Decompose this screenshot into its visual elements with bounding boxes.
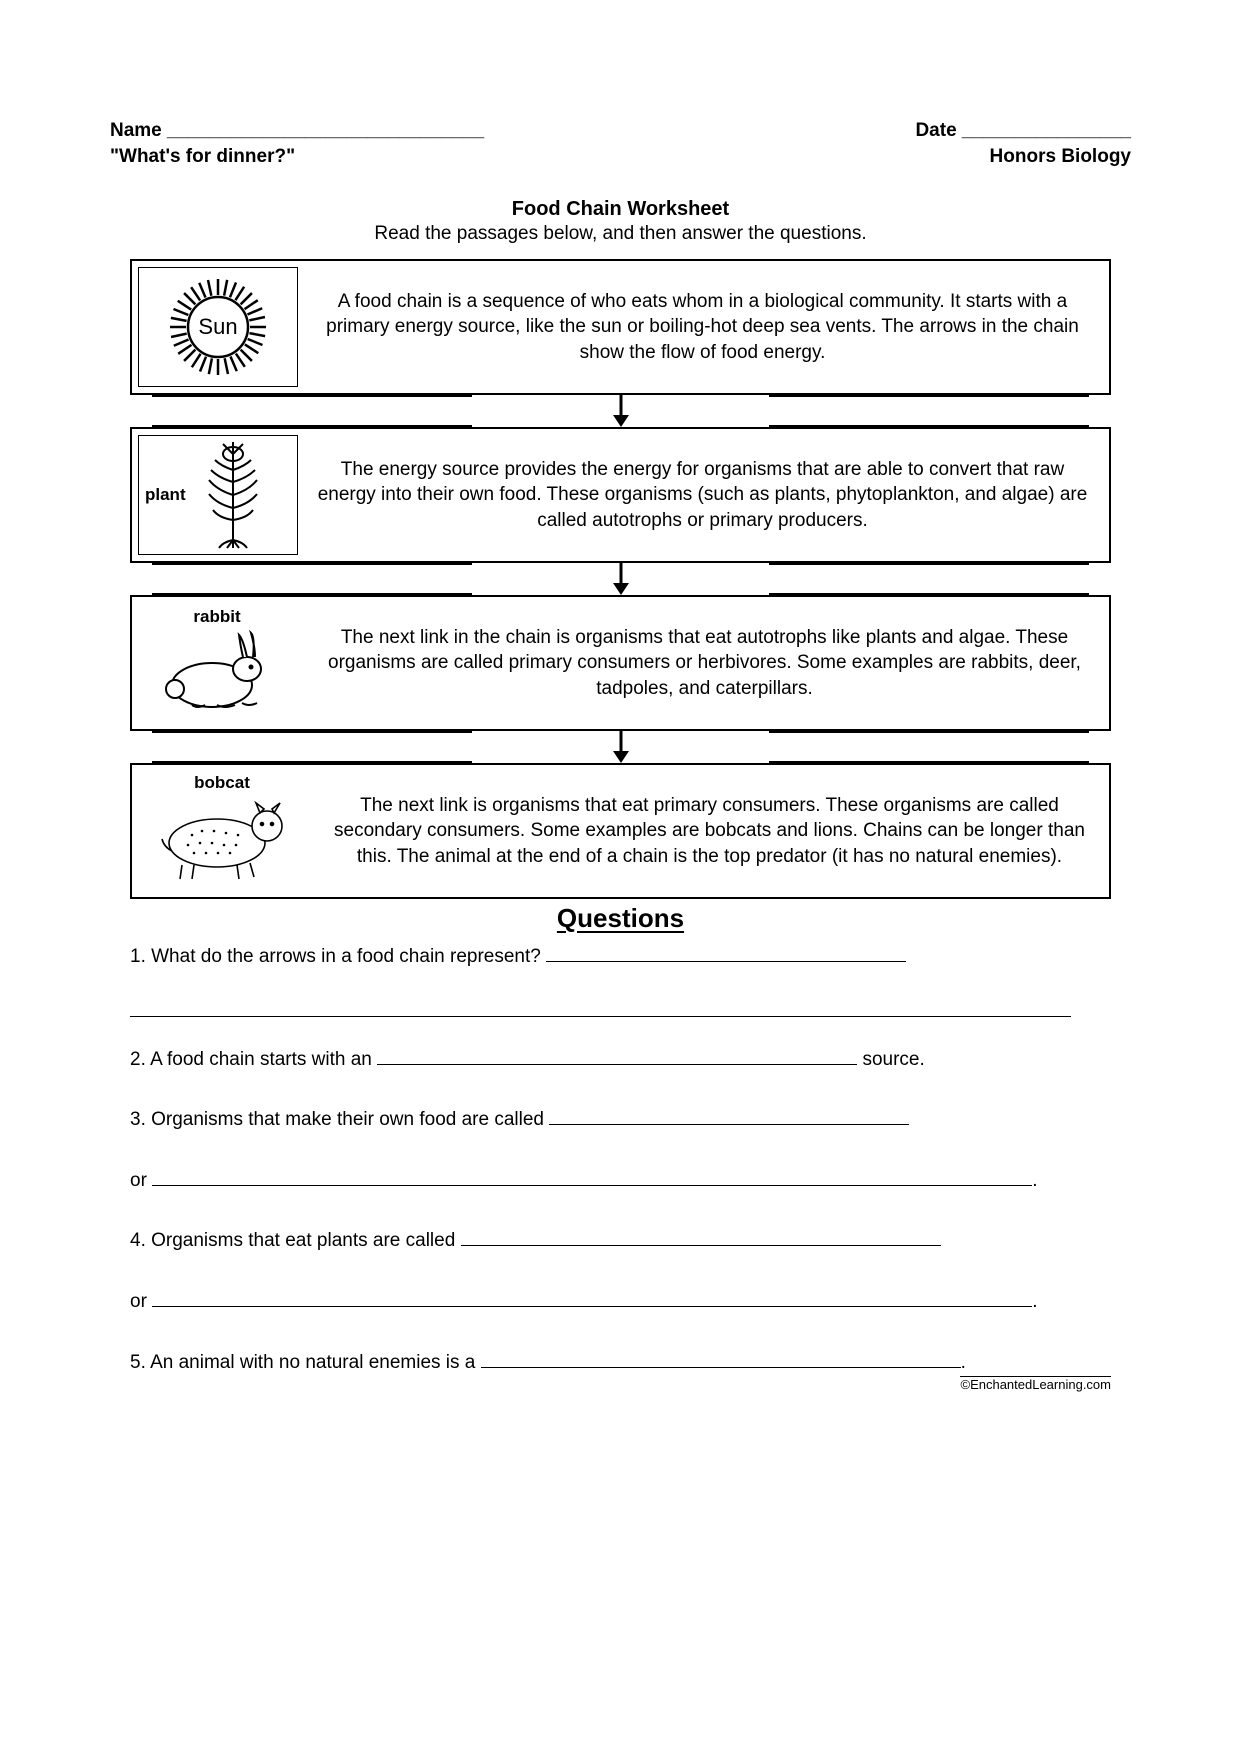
arrow-down-icon: [606, 561, 636, 597]
question-1: 1. What do the arrows in a food chain re…: [130, 944, 1111, 971]
q1-blank-a[interactable]: [546, 945, 906, 962]
q3-blank-a[interactable]: [549, 1108, 909, 1125]
question-4-or: or .: [130, 1289, 1111, 1316]
arrow-gap-3: [130, 731, 1111, 763]
worksheet-page: Name ______________________________ Date…: [0, 0, 1241, 1376]
subheader-row: "What's for dinner?" Honors Biology: [110, 146, 1131, 168]
plant-label: plant: [145, 485, 186, 505]
bobcat-icon-cell: bobcat: [132, 771, 312, 891]
questions-heading: Questions: [110, 903, 1131, 934]
sun-icon-cell: Sun: [138, 267, 298, 387]
q5-text: 5. An animal with no natural enemies is …: [130, 1352, 475, 1373]
header-row: Name ______________________________ Date…: [110, 120, 1131, 142]
chain-box-rabbit: rabbit The next link in the chain is org…: [130, 595, 1111, 731]
rabbit-icon: [147, 627, 287, 717]
rabbit-label: rabbit: [193, 607, 240, 627]
sun-text: A food chain is a sequence of who eats w…: [306, 289, 1099, 366]
q4-or: or: [130, 1291, 147, 1312]
q2-text-b: source.: [862, 1049, 924, 1070]
name-blank[interactable]: ______________________________: [167, 120, 484, 141]
copyright-credit: ©EnchantedLearning.com: [960, 1376, 1111, 1392]
q1-blank-b[interactable]: [130, 997, 1071, 1017]
q5-blank[interactable]: [481, 1350, 961, 1367]
subtitle-left: "What's for dinner?": [110, 146, 295, 168]
rabbit-text: The next link in the chain is organisms …: [310, 625, 1099, 702]
rabbit-icon-cell: rabbit: [132, 603, 302, 723]
q4-blank-a[interactable]: [461, 1229, 941, 1246]
bobcat-text: The next link is organisms that eat prim…: [320, 793, 1099, 870]
worksheet-title: Food Chain Worksheet: [110, 198, 1131, 221]
date-blank[interactable]: ________________: [962, 120, 1131, 141]
q3-or: or: [130, 1170, 147, 1191]
q1-text: 1. What do the arrows in a food chain re…: [130, 946, 541, 967]
sun-label: Sun: [198, 314, 237, 339]
chain-box-sun: Sun A food chain is a sequence of who ea…: [130, 259, 1111, 395]
chain-box-bobcat: bobcat: [130, 763, 1111, 899]
arrow-gap-2: [130, 563, 1111, 595]
q4-text: 4. Organisms that eat plants are called: [130, 1230, 455, 1251]
bobcat-label: bobcat: [194, 773, 250, 793]
worksheet-instruction: Read the passages below, and then answer…: [110, 223, 1131, 245]
arrow-gap-1: [130, 395, 1111, 427]
question-3: 3. Organisms that make their own food ar…: [130, 1107, 1111, 1134]
question-2: 2. A food chain starts with an source.: [130, 1047, 1111, 1074]
date-field: Date ________________: [915, 120, 1131, 142]
q2-blank[interactable]: [377, 1048, 857, 1065]
subtitle-right: Honors Biology: [990, 146, 1131, 168]
date-label: Date: [915, 120, 956, 141]
name-label: Name: [110, 120, 162, 141]
q3-text: 3. Organisms that make their own food ar…: [130, 1109, 544, 1130]
question-3-or: or .: [130, 1168, 1111, 1195]
plant-text: The energy source provides the energy fo…: [306, 457, 1099, 534]
q4-blank-b[interactable]: [152, 1290, 1032, 1307]
sun-icon: Sun: [153, 272, 283, 382]
arrow-down-icon: [606, 729, 636, 765]
questions-section: 1. What do the arrows in a food chain re…: [130, 944, 1111, 1376]
arrow-down-icon: [606, 393, 636, 429]
question-4: 4. Organisms that eat plants are called: [130, 1228, 1111, 1255]
q3-blank-b[interactable]: [152, 1169, 1032, 1186]
plant-icon: [193, 440, 273, 550]
chain-box-plant: plant The energy source provid: [130, 427, 1111, 563]
food-chain: Sun A food chain is a sequence of who ea…: [130, 259, 1111, 899]
plant-icon-cell: plant: [138, 435, 298, 555]
name-field: Name ______________________________: [110, 120, 484, 142]
bobcat-icon: [142, 791, 302, 886]
q2-text-a: 2. A food chain starts with an: [130, 1049, 372, 1070]
question-5: 5. An animal with no natural enemies is …: [130, 1350, 1111, 1377]
